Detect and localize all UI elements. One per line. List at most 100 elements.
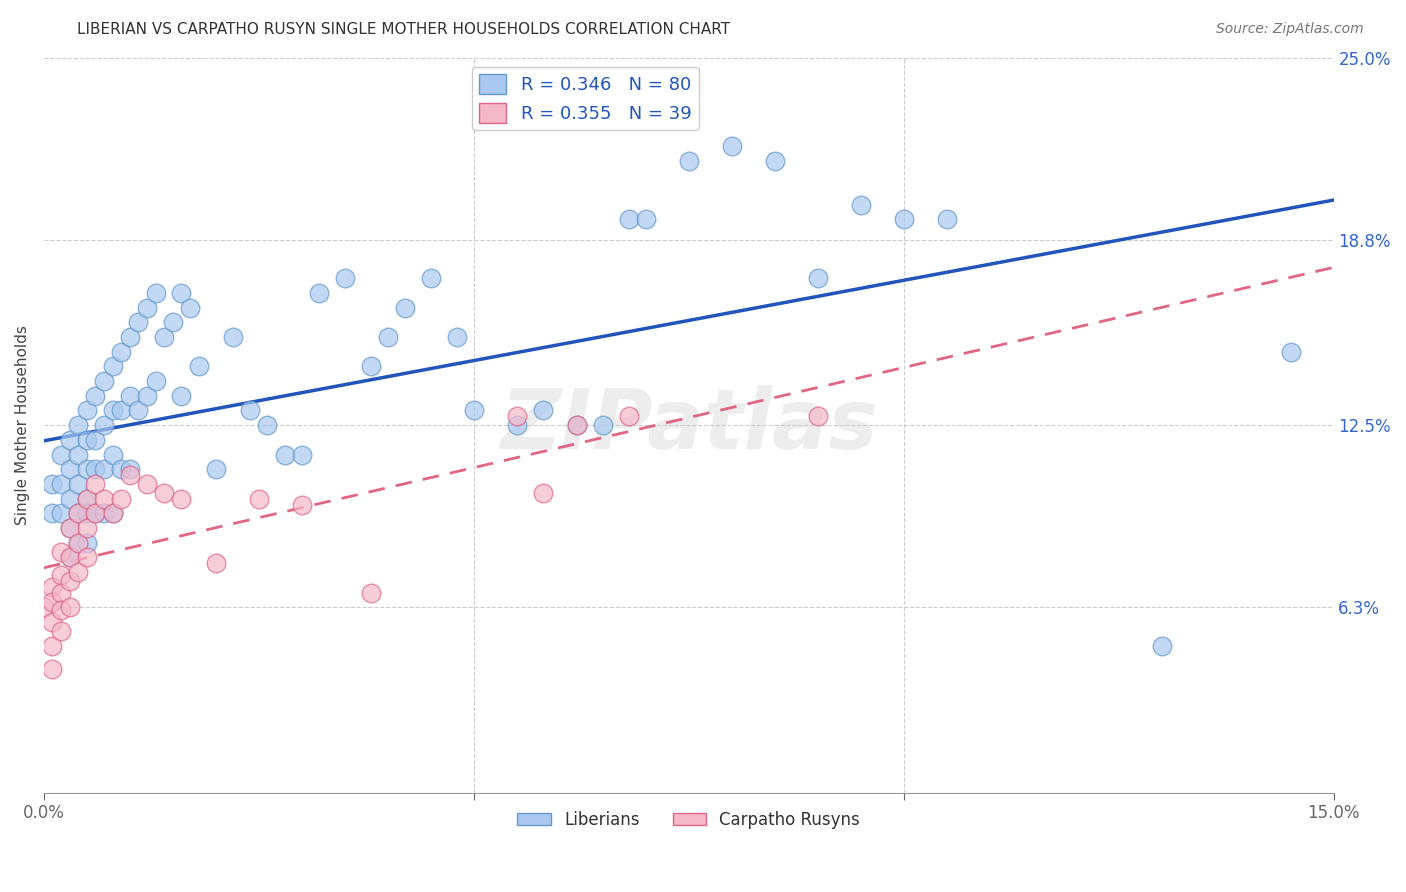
Point (41, 662, 63, 676)
Point (145, 285, 167, 300)
Legend: Liberians, Carpatho Rusyns: Liberians, Carpatho Rusyns (510, 805, 868, 836)
Point (720, 139, 742, 153)
Point (59, 521, 82, 535)
Point (93, 418, 115, 433)
Point (394, 301, 416, 315)
Point (205, 557, 228, 571)
Point (256, 418, 278, 433)
Point (67, 477, 90, 491)
Point (84, 433, 107, 447)
Point (1279, 344, 1302, 359)
Point (377, 330, 399, 344)
Point (84, 477, 107, 491)
Point (59, 574, 82, 588)
Point (93, 507, 115, 521)
Point (291, 498, 314, 512)
Point (59, 433, 82, 447)
Point (153, 330, 176, 344)
Point (93, 491, 115, 506)
Point (446, 330, 468, 344)
Point (101, 507, 124, 521)
Point (84, 389, 107, 403)
Point (1150, 639, 1173, 653)
Point (59, 491, 82, 506)
Point (763, 153, 786, 168)
Point (76, 521, 98, 535)
Point (101, 448, 124, 462)
Point (67, 535, 90, 549)
Point (807, 271, 830, 285)
Point (49, 603, 72, 617)
Point (849, 197, 872, 211)
Point (49, 568, 72, 582)
Point (59, 550, 82, 565)
Point (110, 403, 132, 417)
Point (531, 485, 554, 500)
Point (565, 418, 588, 433)
Point (41, 615, 63, 629)
Point (678, 153, 700, 168)
Point (76, 491, 98, 506)
Point (239, 403, 262, 417)
Point (118, 462, 141, 476)
Point (893, 212, 915, 227)
Point (136, 389, 159, 403)
Point (49, 624, 72, 638)
Point (118, 389, 141, 403)
Point (76, 462, 98, 476)
Point (291, 448, 314, 462)
Point (110, 491, 132, 506)
Point (76, 403, 98, 417)
Point (419, 271, 441, 285)
Text: LIBERIAN VS CARPATHO RUSYN SINGLE MOTHER HOUSEHOLDS CORRELATION CHART: LIBERIAN VS CARPATHO RUSYN SINGLE MOTHER… (77, 22, 731, 37)
Point (360, 586, 382, 600)
Point (59, 462, 82, 476)
Point (118, 330, 141, 344)
Point (170, 285, 193, 300)
Point (101, 359, 124, 374)
Point (49, 448, 72, 462)
Point (41, 580, 63, 594)
Point (76, 535, 98, 549)
Point (617, 212, 640, 227)
Point (247, 491, 270, 506)
Point (170, 389, 193, 403)
Text: Source: ZipAtlas.com: Source: ZipAtlas.com (1216, 22, 1364, 37)
Point (101, 403, 124, 417)
Point (592, 418, 614, 433)
Point (41, 594, 63, 608)
Point (118, 468, 141, 483)
Point (506, 409, 529, 424)
Point (110, 344, 132, 359)
Point (59, 550, 82, 565)
Point (41, 507, 63, 521)
Point (49, 477, 72, 491)
Point (136, 477, 159, 491)
Point (333, 271, 356, 285)
Point (67, 418, 90, 433)
Point (32, 600, 55, 615)
Point (127, 315, 149, 329)
Point (565, 418, 588, 433)
Point (531, 403, 554, 417)
Point (935, 212, 957, 227)
Point (308, 285, 330, 300)
Point (93, 462, 115, 476)
Point (101, 507, 124, 521)
Point (127, 403, 149, 417)
Point (807, 409, 830, 424)
Point (49, 507, 72, 521)
Point (506, 418, 529, 433)
Point (67, 565, 90, 579)
Point (76, 433, 98, 447)
Point (93, 374, 115, 388)
Point (179, 301, 201, 315)
Point (41, 477, 63, 491)
Point (110, 462, 132, 476)
Y-axis label: Single Mother Households: Single Mother Households (15, 326, 30, 525)
Point (222, 330, 245, 344)
Point (634, 212, 657, 227)
Point (49, 586, 72, 600)
Point (84, 462, 107, 476)
Point (162, 315, 184, 329)
